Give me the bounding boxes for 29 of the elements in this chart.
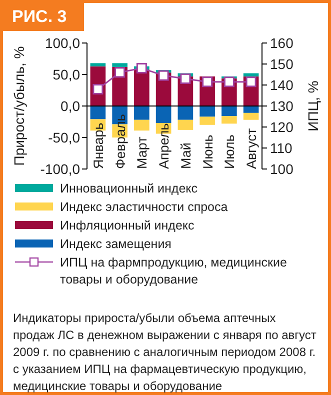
x-tick-label: Июнь xyxy=(200,134,216,169)
legend-label: Индекс замещения xyxy=(60,237,172,251)
legend-label: Инфляционный индекс xyxy=(60,218,194,232)
text: Индикаторы прироста/убыли объема аптечных продаж ЛС в денежном выражении с января по август 2009 г. по сравнению с аналогичным периодом 2008 г. с указанием ИПЦ на фармацевтическую продукцию, медицинские товары и оборудование xyxy=(13,311,317,393)
x-tick-label: Май xyxy=(178,142,194,169)
y2-tick-label: 100 xyxy=(270,161,294,177)
chart-title: РИС. 3 xyxy=(12,7,67,26)
x-tick-label: Июль xyxy=(222,134,238,169)
y-tick-label: -100,0 xyxy=(40,161,80,177)
x-tick-label: Февраль xyxy=(112,114,128,169)
y-tick-label: 0,0 xyxy=(60,98,80,114)
y2-tick-label: 120 xyxy=(270,119,294,135)
y2-tick-label: 140 xyxy=(270,77,294,93)
x-tick-label: Март xyxy=(134,136,150,169)
y-tick-label: 50,0 xyxy=(52,66,80,82)
y-tick-label: 100,0 xyxy=(44,35,80,51)
y-tick-label: -50,0 xyxy=(48,130,80,146)
y2-tick-label: 110 xyxy=(270,140,293,156)
x-tick-label: Август xyxy=(244,128,260,169)
y2-tick-label: 150 xyxy=(270,56,294,72)
y2-axis-title: ИПЦ, % xyxy=(305,80,321,132)
y-axis-title: Прирост/убыль, % xyxy=(11,46,27,166)
legend-label: Индекс эластичности спроса xyxy=(60,200,228,214)
x-tick-label: Апрель xyxy=(156,123,172,169)
y2-tick-label: 130 xyxy=(270,98,294,114)
legend-label: Инновационный индекс xyxy=(60,182,198,196)
legend-label: ИПЦ на фармпродукцию, медицинские товары и оборудование xyxy=(60,256,287,286)
x-tick-label: Январь xyxy=(90,122,106,169)
y2-tick-label: 160 xyxy=(270,35,294,51)
